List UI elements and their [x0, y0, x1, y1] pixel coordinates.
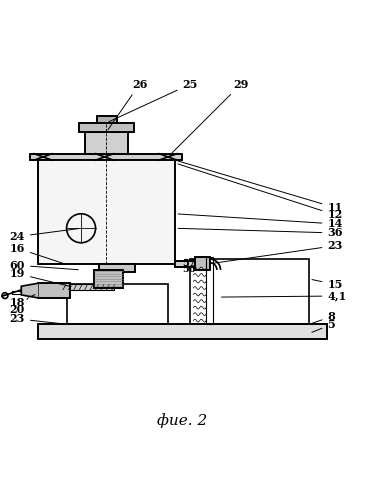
Polygon shape	[21, 284, 38, 298]
Text: 56: 56	[182, 264, 196, 274]
Bar	[38, 284, 70, 298]
Text: 36: 36	[178, 228, 343, 238]
Text: 26: 26	[108, 78, 147, 130]
Bar	[195, 257, 210, 270]
Circle shape	[2, 292, 8, 298]
Bar	[206, 257, 212, 324]
Bar	[79, 123, 134, 132]
Text: 11: 11	[178, 161, 343, 213]
Text: 23: 23	[9, 314, 64, 324]
Bar	[38, 324, 327, 338]
Bar	[38, 160, 175, 264]
Bar	[63, 284, 114, 290]
Text: 18: 18	[9, 294, 35, 308]
Text: 25: 25	[109, 78, 198, 122]
Text: 23: 23	[212, 240, 343, 264]
Bar	[97, 116, 117, 123]
Text: 19: 19	[9, 268, 71, 286]
Text: 5: 5	[312, 319, 335, 332]
Bar	[99, 264, 135, 272]
Bar	[94, 270, 123, 288]
Bar	[99, 264, 135, 272]
Text: 60: 60	[9, 260, 78, 270]
Bar	[66, 284, 168, 325]
Text: 8: 8	[312, 311, 335, 324]
Text: 14: 14	[178, 214, 343, 230]
Text: 15: 15	[312, 279, 343, 290]
Text: 24: 24	[9, 228, 78, 242]
Bar	[79, 123, 134, 132]
Bar	[190, 259, 309, 324]
Bar	[85, 132, 128, 154]
Bar	[175, 260, 197, 267]
Text: 16: 16	[9, 242, 64, 264]
Bar	[30, 154, 182, 160]
Bar	[94, 270, 123, 288]
Bar	[175, 260, 197, 267]
Bar	[38, 324, 327, 338]
Text: 20: 20	[10, 298, 28, 316]
Text: 12: 12	[178, 164, 343, 220]
Text: 4,1: 4,1	[222, 290, 347, 302]
Bar	[38, 160, 175, 264]
Bar	[30, 154, 182, 160]
Bar	[195, 257, 210, 270]
Bar	[85, 132, 128, 154]
Text: 57: 57	[182, 260, 196, 268]
Text: 29: 29	[170, 78, 249, 155]
Text: фие. 2: фие. 2	[157, 413, 208, 428]
Bar	[38, 284, 70, 298]
Bar	[97, 116, 117, 123]
